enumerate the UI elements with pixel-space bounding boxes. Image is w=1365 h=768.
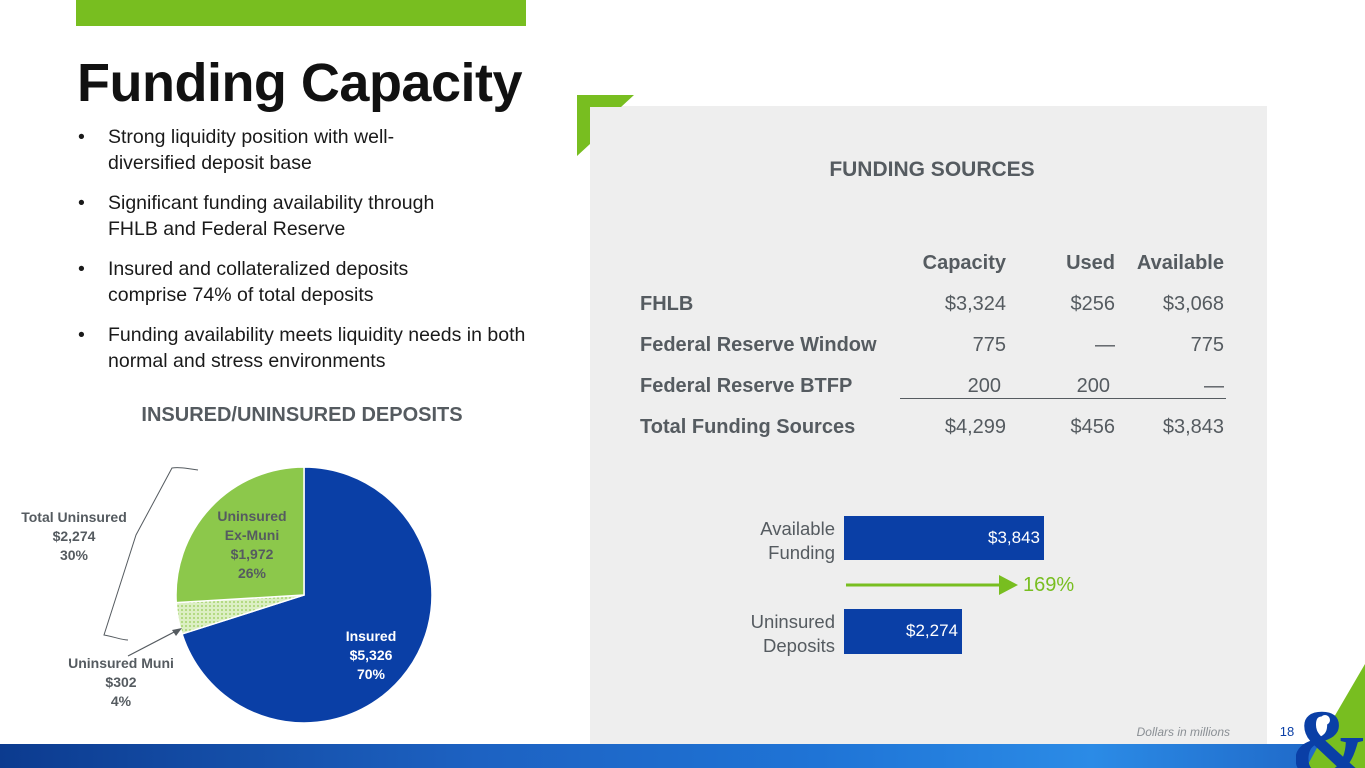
row-used: $456 xyxy=(1070,416,1116,438)
page-title: Funding Capacity xyxy=(77,53,523,113)
muni-pct: 4% xyxy=(110,693,132,709)
bar-value-label: $2,274 xyxy=(906,621,958,640)
total-uninsured-name: Total Uninsured xyxy=(21,509,127,525)
coverage-ratio-label: 169% xyxy=(1023,574,1075,596)
funding-sources-title: FUNDING SOURCES xyxy=(829,158,1035,181)
bottom-brand-band xyxy=(0,744,1365,768)
ex-muni-name-2: Ex-Muni xyxy=(224,527,280,543)
ex-muni-value: $1,972 xyxy=(230,546,274,562)
row-capacity: $3,324 xyxy=(944,293,1006,315)
bar-label-available-funding: Available Funding xyxy=(695,517,835,565)
pie-slice-insured xyxy=(181,466,433,724)
insured-name: Insured xyxy=(345,628,397,644)
insured-value: $5,326 xyxy=(349,647,393,663)
header-used: Used xyxy=(1066,252,1115,274)
header-available: Available xyxy=(1136,252,1224,274)
muni-pointer-arrowhead xyxy=(172,628,182,636)
table-total-divider xyxy=(900,398,1226,399)
row-used: $256 xyxy=(1070,293,1116,315)
table-row: Federal Reserve BTFP 200 200 — xyxy=(640,375,1230,405)
bullet-item: Strong liquidity position with well-dive… xyxy=(78,124,408,176)
row-label: Federal Reserve Window xyxy=(640,334,877,356)
coverage-arrow xyxy=(846,575,1018,595)
row-label: Total Funding Sources xyxy=(640,416,856,438)
bar-label-line: Deposits xyxy=(763,635,835,656)
muni-name: Uninsured Muni xyxy=(68,655,174,671)
ampersand-logo-icon: & xyxy=(1296,664,1365,768)
table-row: Federal Reserve Window 775 — 775 xyxy=(640,334,1230,364)
deposits-pie-chart xyxy=(103,466,433,724)
row-label: Federal Reserve BTFP xyxy=(640,375,853,397)
bar-label-line: Uninsured xyxy=(750,611,835,632)
row-label: FHLB xyxy=(640,293,694,315)
total-uninsured-label: Total Uninsured $2,274 30% xyxy=(10,508,138,565)
page-number: 18 xyxy=(1279,724,1295,739)
svg-text:&: & xyxy=(1296,690,1365,768)
bullet-item: Significant funding availability through… xyxy=(78,190,488,242)
bullet-item: Insured and collateralized deposits comp… xyxy=(78,256,453,308)
row-available: 775 xyxy=(1190,334,1224,356)
corner-accent xyxy=(577,95,634,156)
bar-available-funding: $3,843 xyxy=(844,516,1044,560)
table-row: FHLB $3,324 $256 $3,068 xyxy=(640,293,1230,323)
bullet-item: Funding availability meets liquidity nee… xyxy=(78,322,528,374)
bar-label-line: Funding xyxy=(768,542,835,563)
row-available: $3,843 xyxy=(1162,416,1224,438)
row-capacity: 200 xyxy=(967,375,1001,397)
row-available: — xyxy=(1204,375,1224,397)
bullet-list: Strong liquidity position with well-dive… xyxy=(78,124,528,388)
header-capacity: Capacity xyxy=(922,252,1006,274)
deposits-chart-title: INSURED/UNINSURED DEPOSITS xyxy=(141,404,463,426)
row-used: — xyxy=(1095,334,1115,356)
ex-muni-pct: 26% xyxy=(237,565,267,581)
bar-uninsured-deposits: $2,274 xyxy=(844,609,962,654)
total-uninsured-pct: 30% xyxy=(59,547,89,563)
muni-pointer-line xyxy=(127,629,179,657)
bar-label-line: Available xyxy=(760,518,835,539)
footnote: Dollars in millions xyxy=(1136,725,1230,739)
insured-pct: 70% xyxy=(356,666,386,682)
bar-label-uninsured-deposits: Uninsured Deposits xyxy=(695,610,835,658)
total-uninsured-value: $2,274 xyxy=(52,528,96,544)
top-accent-bar xyxy=(76,0,526,26)
uninsured-muni-label: Uninsured Muni $302 4% xyxy=(58,654,184,711)
row-available: $3,068 xyxy=(1162,293,1224,315)
uninsured-brace xyxy=(103,467,199,641)
insured-label: Insured $5,326 70% xyxy=(320,627,422,684)
row-used: 200 xyxy=(1076,375,1110,397)
ex-muni-name-1: Uninsured xyxy=(217,508,287,524)
pie-slice-uninsured-ex-muni xyxy=(175,466,305,604)
row-capacity: $4,299 xyxy=(944,416,1006,438)
row-capacity: 775 xyxy=(972,334,1006,356)
bar-value-label: $3,843 xyxy=(988,528,1040,547)
muni-value: $302 xyxy=(105,674,137,690)
uninsured-ex-muni-label: Uninsured Ex-Muni $1,972 26% xyxy=(190,507,314,583)
table-row-total: Total Funding Sources $4,299 $456 $3,843 xyxy=(640,416,1230,446)
